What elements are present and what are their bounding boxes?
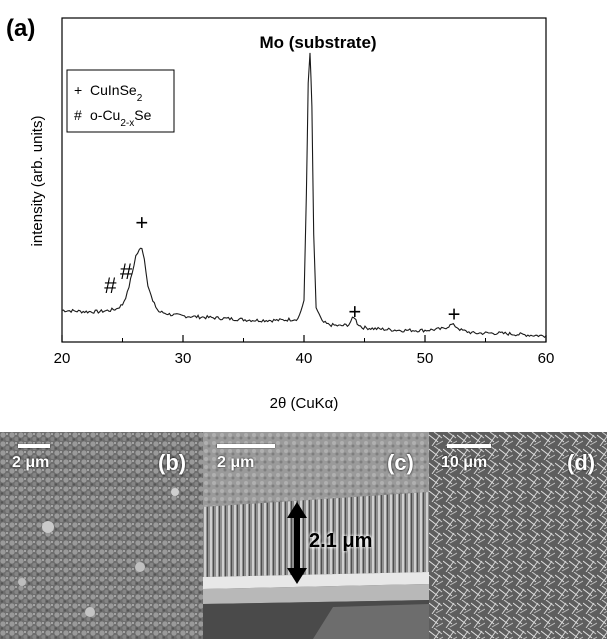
peak-marker-cu2xse: #: [120, 259, 133, 284]
thickness-label: 2.1 μm: [309, 530, 373, 552]
legend: + CuInSe2 # o-Cu2-xSe: [66, 69, 175, 133]
annotation-mo-substrate: Mo (substrate): [259, 33, 376, 52]
legend-symbol-cu2xse: #: [74, 107, 82, 123]
panel-label-c: (c): [387, 450, 414, 475]
legend-label-cu2xse: o-Cu2-xSe: [90, 107, 152, 129]
x-tick-label: 20: [54, 350, 71, 367]
x-tick-label: 60: [538, 350, 555, 367]
scale-bar-d: [447, 444, 491, 448]
scale-label-d: 10 μm: [441, 454, 488, 471]
xrd-series-line: [61, 52, 547, 339]
scale-label-c: 2 μm: [217, 454, 255, 471]
xrd-figure: (a) 20 30 40 50 60 2θ (CuKα) intensity (arb.…: [6, 15, 555, 412]
panel-label-b: (b): [158, 450, 187, 475]
x-axis: 20 30 40 50 60: [54, 335, 555, 367]
peak-marker-cu2xse: #: [104, 273, 117, 298]
sem-panel-c: 2 μm (c) 2.1 μm: [203, 432, 429, 639]
sem-panel-d: 10 μm (d): [429, 432, 607, 639]
scale-label-b: 2 μm: [12, 454, 50, 471]
sem-image-b: [0, 432, 203, 639]
x-tick-label: 30: [175, 350, 192, 367]
x-axis-label: 2θ (CuKα): [270, 395, 339, 412]
scale-bar-c: [217, 444, 275, 448]
peak-marker-cuinse2: +: [348, 299, 361, 324]
scale-bar-b: [18, 444, 50, 448]
panel-label-a: (a): [6, 15, 35, 42]
panel-label-d: (d): [567, 450, 596, 475]
legend-label-cuinse2: CuInSe2: [90, 82, 143, 104]
peak-marker-cuinse2: +: [135, 210, 148, 235]
sem-panel-b: 2 μm (b): [0, 432, 203, 639]
x-tick-label: 40: [296, 350, 313, 367]
legend-symbol-cuinse2: +: [74, 82, 82, 98]
sem-image-c: [203, 432, 429, 639]
y-axis-label: intensity (arb. units): [29, 116, 46, 247]
peak-markers: ++ +##: [104, 210, 460, 327]
legend-box: [66, 69, 175, 133]
peak-marker-cuinse2: +: [448, 302, 461, 327]
sem-image-d: [429, 432, 607, 639]
x-tick-label: 50: [417, 350, 434, 367]
